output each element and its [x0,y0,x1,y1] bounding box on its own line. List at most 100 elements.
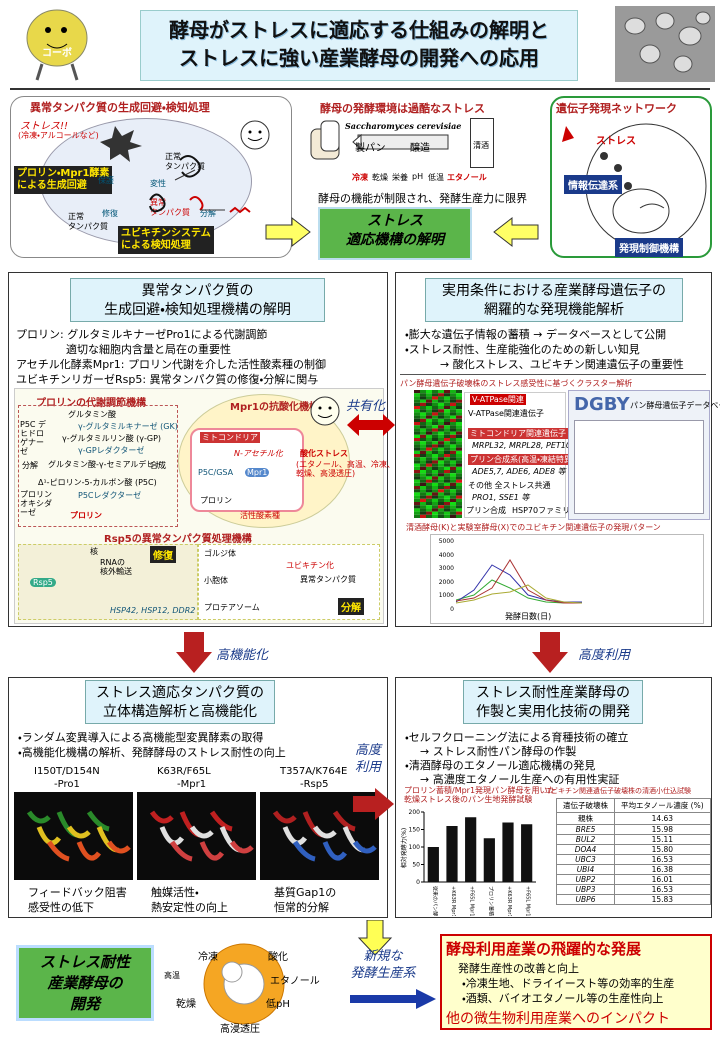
heat-cell [456,486,462,490]
proline-step: プロリン [70,511,102,520]
heat-cell [450,406,456,410]
title-line: ストレスに強い産業酵母の開発への応用 [179,46,539,70]
line: タンパク質 [150,208,190,217]
heat-cell [426,406,432,410]
heat-cell [414,434,420,438]
heat-cell [420,418,426,422]
heat-cell [426,412,432,416]
cluster-label: ADE5,7, ADE6, ADE8 等 [472,467,566,476]
title-line: 実用条件における産業酵母遺伝子の [442,283,666,299]
heat-cell [426,489,432,493]
heat-cell [432,457,438,461]
heat-cell [438,406,444,410]
heat-cell [444,406,450,410]
heat-cell [444,505,450,509]
sake-bottle [470,118,494,168]
heat-cell [420,431,426,435]
title-line: 生成回避・検知処理機構の解明 [104,302,291,318]
cluster-label: MRPL32, MRPL28, PET100 等 [472,441,587,450]
heat-cell [438,412,444,416]
heat-cell [444,511,450,515]
heat-cell [456,406,462,410]
cluster-label: ミトコンドリア関連遺伝子 [468,428,568,439]
heat-cell [450,495,456,499]
heat-cell [426,476,432,480]
heat-cell [456,495,462,499]
protein-art [272,810,377,862]
y-tick-label: 0 [416,879,420,886]
heat-cell [438,486,444,490]
mutant-caption: 感受性の低下 [28,901,94,914]
degrade-label: 分解 [200,209,216,218]
denature-label: 変性 [150,179,166,188]
env-illustration [303,115,463,183]
heatmap [414,390,462,518]
heat-cell [426,454,432,458]
line: タンパク質 [68,222,108,231]
heat-cell [456,393,462,397]
cell: UBP6 [556,894,615,905]
heat-cell [438,473,444,477]
pattern-chart [430,534,704,624]
cluster-label: V-ATPase関連遺伝子 [468,409,544,418]
heat-cell [456,434,462,438]
heat-cell [450,479,456,483]
wheel-label: 高温 [164,971,180,980]
line: 核外輸送 [100,567,132,576]
heat-cell [450,434,456,438]
heat-cell [414,476,420,480]
heat-cell [414,441,420,445]
heat-cell [432,473,438,477]
heat-cell [426,502,432,506]
heat-cell [450,470,456,474]
heat-cell [438,434,444,438]
proline-box [18,405,178,527]
helix [292,840,316,862]
heat-cell [444,489,450,493]
stress-item: 栄養 [392,173,408,182]
heat-cell [438,495,444,499]
heat-cell [438,511,444,515]
struct-line: ・ランダム変異導入による高機能型変異酵素の取得 [18,731,264,744]
cluster-title: パン酵母遺伝子破壊株のストレス感受性に基づくクラスター解析 [400,379,633,388]
heat-cell [426,425,432,429]
cell: UBC3 [556,854,615,865]
heat-cell [456,482,462,486]
cell: 親株 [556,812,615,825]
outcome-title: 酵母利用産業の飛躍的な発展 [446,940,642,958]
heat-cell [432,428,438,432]
proline-step: γ-グルタミルキナーゼ (GK) [78,422,178,431]
title-line: 作製と実用化技術の開発 [476,704,630,720]
heat-cell [432,425,438,429]
heat-cell [444,450,450,454]
helix [46,840,70,862]
heat-cell [420,502,426,506]
heat-cell [456,399,462,403]
proline-label: プロリン [200,496,232,505]
heat-cell [426,511,432,515]
heat-cell [432,447,438,451]
heat-cell [444,415,450,419]
heat-cell [420,470,426,474]
protein-art [26,810,131,862]
heat-cell [414,505,420,509]
heat-cell [444,425,450,429]
heat-cell [414,495,420,499]
dgby-sub: パン酵母遺伝子データベース [630,401,720,410]
heat-cell [456,476,462,480]
er-label: 小胞体 [204,576,228,585]
protect-label: 保護 [98,176,114,185]
helix [229,840,254,854]
expression-title: 実用条件における産業酵母遺伝子の 網羅的な発現機能解析 [425,278,683,322]
heat-cell [438,505,444,509]
heat-cell [444,447,450,451]
heat-cell [450,431,456,435]
outcome-line: ・冷凍生地、ドライイースト等の効率的生産 [462,977,675,990]
heat-cell [444,476,450,480]
cluster-label: プリン合成系(高温・凍結特異的) [468,454,585,465]
mutant-caption: 熱安定性の向上 [151,901,228,914]
heat-cell [414,492,420,496]
heat-cell [432,492,438,496]
heat-cell [432,450,438,454]
heat-cell [432,460,438,464]
